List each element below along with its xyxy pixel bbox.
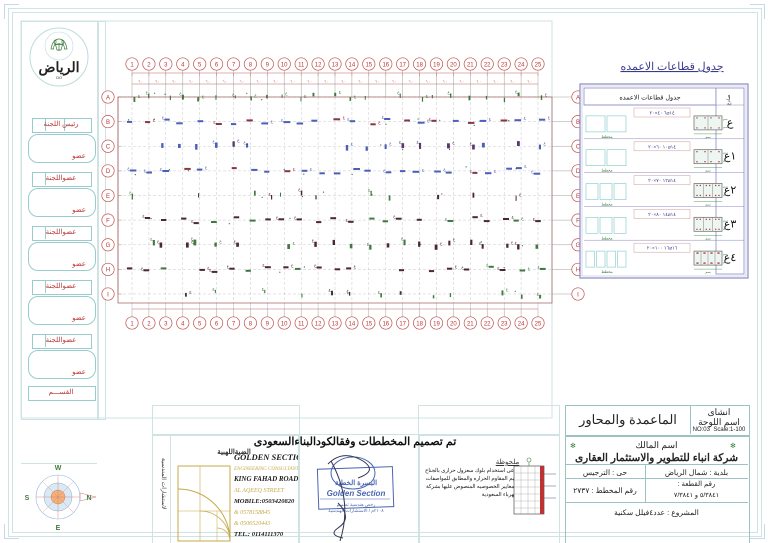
svg-text:١٤⌀١٢ ٧٠×٢٠: ١٤⌀١٢ ٧٠×٢٠: [648, 178, 676, 184]
svg-text:مخطط: مخطط: [601, 202, 612, 207]
svg-text:سم: سم: [723, 252, 728, 256]
svg-text:١٦⌀١٦ ١٠٠×٢٠: ١٦⌀١٦ ١٠٠×٢٠: [647, 246, 678, 252]
svg-text:١٤⌀١٤ ٨٠×٢٠: ١٤⌀١٤ ٨٠×٢٠: [648, 212, 676, 218]
svg-text:سم: سم: [723, 185, 728, 189]
svg-text:سم: سم: [723, 218, 728, 222]
svg-text:سم: سم: [723, 159, 728, 163]
svg-text:مخطط: مخطط: [601, 269, 612, 274]
svg-text:١٤⌀٦ ٤٠×٢٠: ١٤⌀٦ ٤٠×٢٠: [649, 111, 675, 117]
svg-text:صادع: صادع: [726, 95, 732, 106]
svg-text:مخطط: مخطط: [601, 134, 612, 139]
svg-text:سم: سم: [723, 193, 728, 197]
svg-text:جدول قطاعات الاعمده: جدول قطاعات الاعمده: [619, 94, 680, 102]
svg-text:جدول قطاعات الاعمده: جدول قطاعات الاعمده: [620, 61, 723, 73]
svg-text:١٤⌀١٠ ٦٠×٢٠: ١٤⌀١٠ ٦٠×٢٠: [648, 144, 676, 150]
svg-text:سم: سم: [723, 125, 728, 129]
svg-text:سم: سم: [723, 117, 728, 121]
svg-text:مخطط: مخطط: [601, 235, 612, 240]
svg-text:مخطط: مخطط: [601, 168, 612, 173]
svg-text:سم: سم: [723, 151, 728, 155]
svg-text:ع: ع: [727, 117, 734, 129]
svg-text:سم: سم: [723, 260, 728, 264]
svg-text:سم: سم: [723, 226, 728, 230]
